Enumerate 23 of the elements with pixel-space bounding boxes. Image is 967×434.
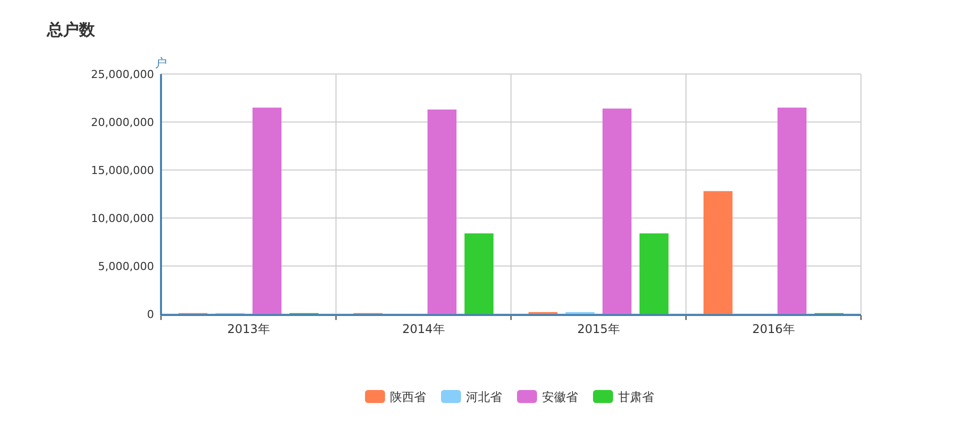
x-tick-label: 2016年 — [752, 322, 795, 336]
bar — [640, 233, 668, 314]
legend-label: 陕西省 — [390, 390, 426, 404]
bar — [778, 108, 806, 314]
y-tick-label: 25,000,000 — [91, 68, 154, 81]
y-tick-label: 15,000,000 — [91, 164, 154, 177]
legend-label: 安徽省 — [542, 390, 578, 404]
x-tick-label: 2013年 — [227, 322, 270, 336]
bar — [464, 233, 494, 314]
y-tick-label: 5,000,000 — [98, 260, 154, 273]
bar — [252, 108, 282, 314]
bar — [428, 110, 456, 314]
y-tick-label: 0 — [147, 308, 154, 321]
legend-label: 河北省 — [466, 390, 502, 404]
y-tick-label: 10,000,000 — [91, 212, 154, 225]
y-tick-label: 20,000,000 — [91, 116, 154, 129]
x-tick-label: 2015年 — [577, 322, 620, 336]
x-tick-label: 2014年 — [402, 322, 445, 336]
bar — [704, 191, 732, 314]
chart-title: 总户数 — [46, 20, 96, 39]
legend-label: 甘肃省 — [618, 390, 654, 404]
y-axis-title: 户 — [155, 56, 167, 70]
bar — [602, 108, 632, 314]
